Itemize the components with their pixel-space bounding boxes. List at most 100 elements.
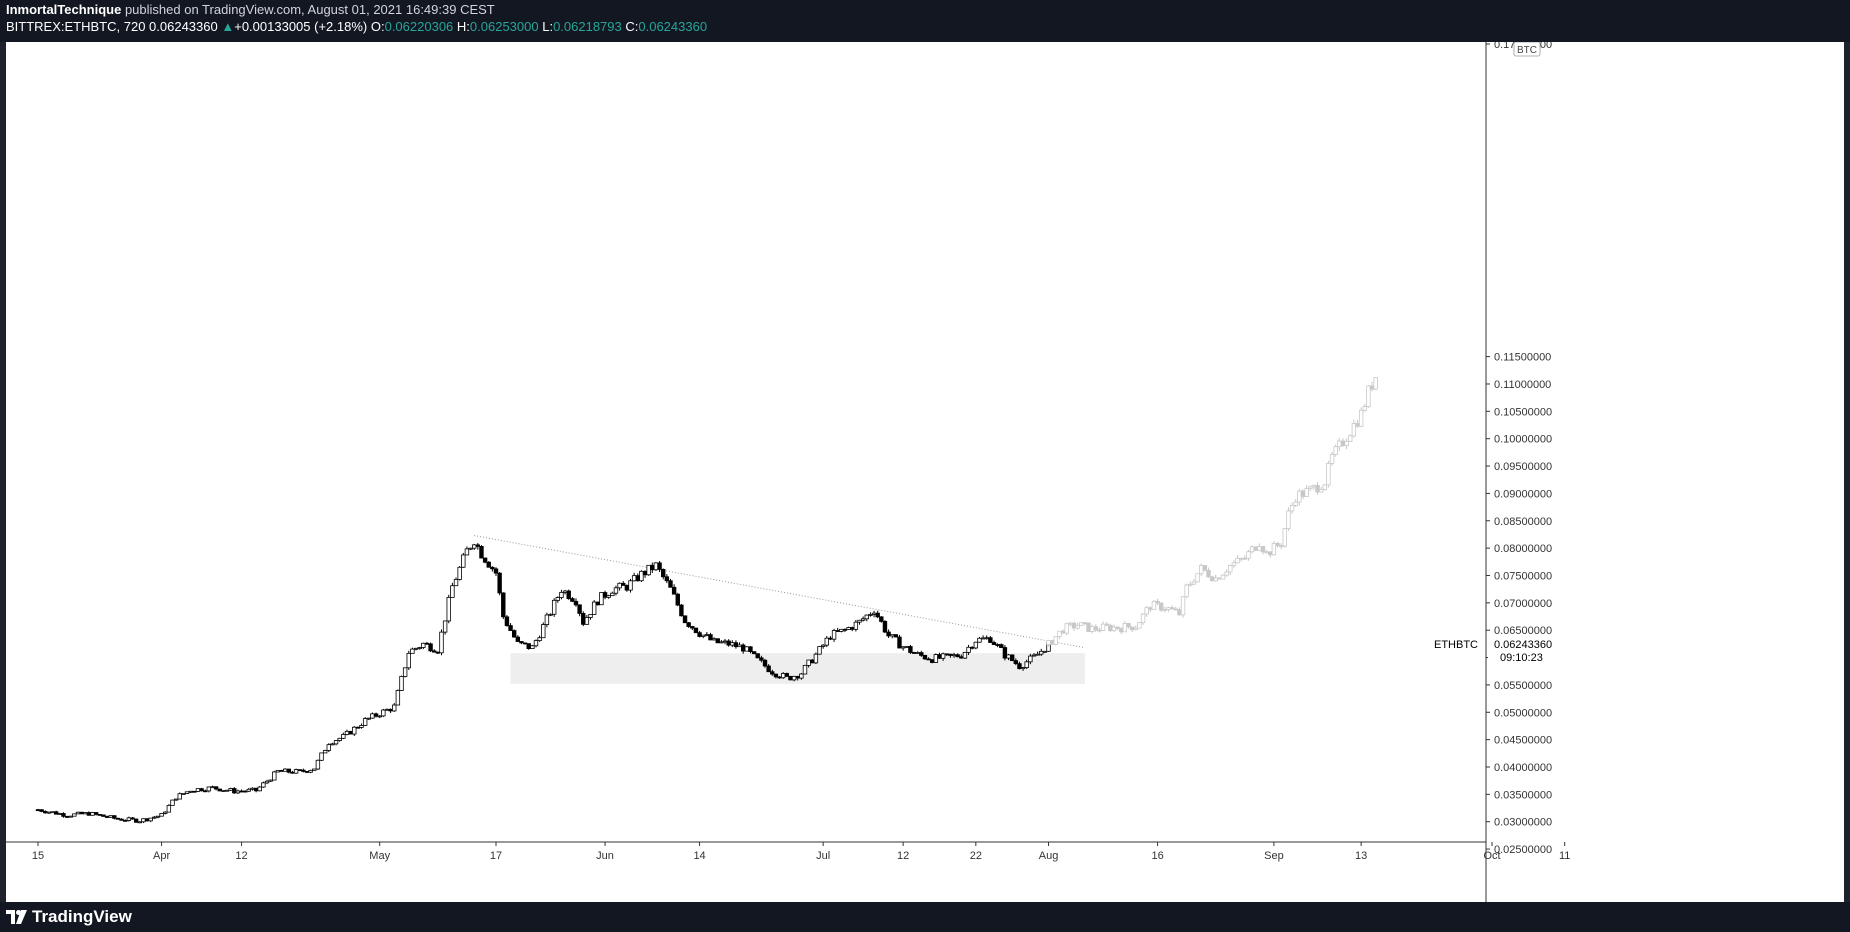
candle-body: [573, 600, 579, 606]
time-tick-label: Sep: [1264, 850, 1284, 862]
candle-body: [370, 713, 375, 719]
time-tick-label: 16: [1151, 850, 1163, 862]
close-label: C:: [625, 19, 639, 34]
projected-candle: [1351, 419, 1357, 438]
projected-candle-body: [1126, 623, 1131, 628]
candle: [61, 812, 66, 818]
candle-body: [464, 548, 470, 556]
price-tick-label: 0.02500000: [1494, 844, 1552, 856]
projected-candle: [1217, 577, 1222, 580]
projected-candle: [1282, 528, 1288, 548]
candle-body: [293, 769, 299, 774]
candle-body: [337, 737, 342, 741]
projected-candle-body: [1206, 569, 1211, 578]
projected-candle-body: [1231, 562, 1237, 566]
candle-body: [242, 790, 248, 793]
projected-candle: [1169, 605, 1175, 610]
projected-candle: [1373, 377, 1378, 391]
candle: [860, 616, 866, 622]
candle-body: [1020, 667, 1026, 670]
candle: [250, 787, 255, 791]
candle-body: [315, 759, 321, 770]
candle: [1020, 666, 1026, 671]
candle-body: [668, 580, 673, 588]
projected-candle-body: [1075, 624, 1080, 629]
candle-body: [1039, 650, 1044, 655]
projected-candle: [1242, 555, 1248, 560]
time-axis[interactable]: 15 Apr 12 May 17 Jun 14 Jul 12 22 Aug 16 Sep 13 Oct 11: [6, 841, 1570, 862]
projected-candle-body: [1191, 581, 1197, 585]
projected-candle-body: [1184, 584, 1189, 598]
candle: [770, 669, 775, 676]
candle: [286, 768, 292, 774]
candle: [788, 675, 793, 681]
candle: [526, 643, 531, 650]
candle-body: [999, 644, 1004, 648]
up-arrow-icon: ▲: [221, 19, 235, 34]
symbol-label[interactable]: BITTREX:ETHBTC, 720: [6, 19, 146, 34]
time-tick-label: 14: [693, 850, 705, 862]
price-axis[interactable]: 0.02500000 0.03000000 0.03500000 0.04000000…: [1434, 39, 1562, 902]
candle-body: [217, 788, 222, 792]
candle: [330, 742, 335, 746]
candle-body: [653, 562, 659, 571]
candle-body: [152, 816, 157, 819]
projected-candle-body: [1322, 484, 1327, 490]
projected-candle-body: [1282, 528, 1288, 547]
candle: [86, 811, 92, 816]
candle: [206, 786, 212, 793]
projected-candle-body: [1344, 440, 1349, 447]
projected-candle-body: [1337, 440, 1342, 448]
candle-body: [541, 624, 546, 639]
candle-body: [83, 812, 88, 815]
projected-candle: [1115, 626, 1120, 630]
projected-candle: [1086, 622, 1091, 633]
candle: [850, 626, 855, 632]
candle: [719, 640, 724, 644]
candle-body: [559, 592, 564, 598]
candle-body: [642, 570, 648, 576]
candle-body: [795, 675, 800, 679]
candle-body: [969, 646, 975, 649]
candle: [533, 639, 539, 648]
projected-candle-body: [1119, 628, 1124, 633]
candle: [177, 792, 182, 800]
candle: [377, 715, 382, 719]
candle: [955, 653, 960, 658]
time-tick-label: 13: [1355, 850, 1367, 862]
candle: [341, 732, 346, 740]
candle: [991, 640, 997, 645]
projected-candle-body: [1148, 607, 1153, 610]
candle-body: [137, 821, 142, 824]
chart-area[interactable]: 0.02500000 0.03000000 0.03500000 0.04000000…: [6, 39, 1844, 902]
candle-body: [373, 713, 379, 717]
candle: [192, 790, 197, 793]
projected-candle: [1082, 621, 1088, 626]
projected-candle-body: [1202, 565, 1208, 571]
candle-body: [791, 675, 797, 681]
candle: [566, 589, 571, 600]
candle-body: [439, 631, 444, 654]
projected-candle: [1333, 444, 1338, 457]
candle-body: [326, 744, 331, 751]
candle: [242, 790, 248, 793]
candle-body: [951, 654, 957, 657]
projected-candle: [1213, 574, 1218, 582]
author-name[interactable]: InmortalTechnique: [6, 2, 122, 17]
projected-candle-body: [1159, 602, 1164, 611]
candle: [428, 642, 433, 653]
candle-body: [624, 585, 630, 591]
candle-body: [166, 804, 172, 813]
projected-candle-body: [1373, 377, 1378, 390]
candle: [181, 793, 186, 795]
ohlc-legend: BITTREX:ETHBTC, 720 0.06243360 ▲+0.00133…: [6, 19, 707, 34]
tradingview-logo[interactable]: TradingView: [6, 907, 132, 926]
price-chart[interactable]: 0.02500000 0.03000000 0.03500000 0.04000000…: [6, 39, 1844, 902]
candle-body: [755, 653, 760, 659]
last-price-box: [1488, 636, 1562, 665]
candle-body: [232, 788, 237, 794]
candle: [919, 650, 924, 657]
projected-candle-body: [1362, 406, 1367, 411]
candle: [304, 770, 310, 774]
candle-body: [890, 634, 895, 637]
